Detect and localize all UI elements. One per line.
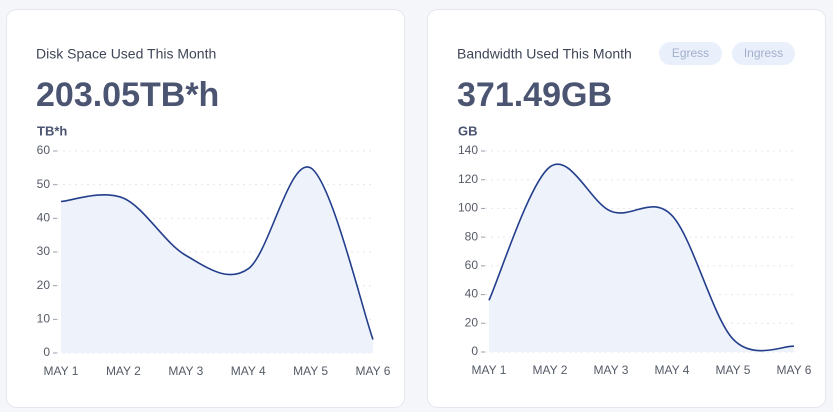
x-tick-label: MAY 4 bbox=[655, 363, 690, 377]
y-tick-label: 140 bbox=[458, 143, 478, 157]
egress-button[interactable] bbox=[659, 42, 722, 65]
y-axis-label: TB*h bbox=[37, 123, 67, 138]
x-tick-label: MAY 2 bbox=[106, 364, 141, 378]
area bbox=[489, 164, 794, 352]
y-tick-label: 120 bbox=[458, 172, 478, 186]
card-title: Disk Space Used This Month bbox=[36, 46, 216, 62]
ingress-button-label[interactable]: Ingress bbox=[744, 46, 783, 60]
y-tick-label: 100 bbox=[458, 201, 478, 215]
ingress-button[interactable] bbox=[732, 42, 795, 65]
y-axis-label: GB bbox=[458, 123, 478, 138]
area bbox=[61, 166, 373, 353]
y-tick-label: 0 bbox=[43, 345, 50, 359]
x-tick-label: MAY 3 bbox=[594, 363, 629, 377]
x-tick-label: MAY 5 bbox=[716, 363, 751, 377]
x-tick-label: MAY 6 bbox=[777, 363, 812, 377]
y-tick-label: 40 bbox=[37, 211, 51, 225]
line bbox=[488, 163, 795, 352]
y-tick-label: 20 bbox=[465, 315, 479, 329]
x-tick-label: MAY 4 bbox=[231, 364, 266, 378]
y-tick-label: 20 bbox=[37, 278, 51, 292]
total: 371.49GB bbox=[457, 76, 612, 114]
total: 203.05TB*h bbox=[36, 76, 219, 114]
x-tick-label: MAY 1 bbox=[472, 363, 507, 377]
y-tick-label: 30 bbox=[37, 244, 51, 258]
y-tick-label: 0 bbox=[471, 344, 478, 358]
y-tick-label: 50 bbox=[37, 177, 51, 191]
x-tick-label: MAY 6 bbox=[356, 364, 391, 378]
y-tick-label: 10 bbox=[37, 312, 51, 326]
y-tick-label: 60 bbox=[37, 143, 51, 157]
card-title: Bandwidth Used This Month bbox=[457, 46, 632, 62]
x-tick-label: MAY 2 bbox=[533, 363, 568, 377]
egress-button-label[interactable]: Egress bbox=[672, 46, 709, 60]
x-tick-label: MAY 3 bbox=[168, 364, 203, 378]
line bbox=[60, 166, 374, 340]
y-tick-label: 40 bbox=[465, 287, 479, 301]
x-tick-label: MAY 1 bbox=[44, 364, 79, 378]
y-tick-label: 60 bbox=[465, 258, 479, 272]
x-tick-label: MAY 5 bbox=[293, 364, 328, 378]
y-tick-label: 80 bbox=[465, 229, 479, 243]
